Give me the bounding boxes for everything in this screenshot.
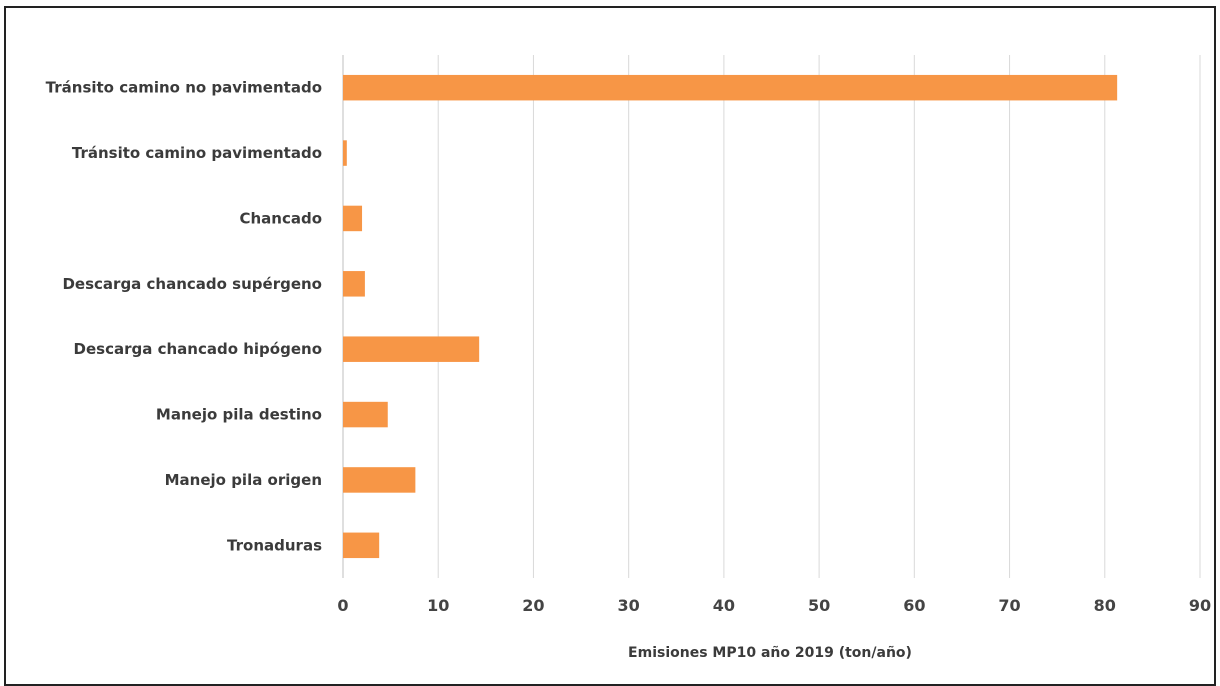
category-label: Chancado xyxy=(239,209,322,227)
x-tick-label: 20 xyxy=(522,596,544,615)
x-tick-label: 60 xyxy=(903,596,925,615)
category-label: Manejo pila destino xyxy=(156,406,322,424)
x-tick-label: 40 xyxy=(713,596,735,615)
x-tick-label: 70 xyxy=(998,596,1020,615)
bar xyxy=(343,532,380,559)
bar xyxy=(343,140,347,166)
bar xyxy=(343,467,416,493)
category-label: Tránsito camino no pavimentado xyxy=(46,79,322,97)
bar xyxy=(343,336,480,362)
x-tick-label: 10 xyxy=(427,596,449,615)
bars xyxy=(343,74,1118,559)
x-tick-label: 0 xyxy=(337,596,348,615)
x-tick-label: 80 xyxy=(1094,596,1116,615)
category-label: Descarga chancado supérgeno xyxy=(62,275,322,293)
bar xyxy=(343,74,1118,101)
bar xyxy=(343,271,365,297)
x-tick-label: 50 xyxy=(808,596,830,615)
bar xyxy=(343,205,363,232)
x-tick-label: 90 xyxy=(1189,596,1211,615)
gridlines xyxy=(342,55,1201,578)
category-labels: Tránsito camino no pavimentado Tránsito c… xyxy=(46,79,322,555)
category-label: Tronaduras xyxy=(227,536,322,554)
bar xyxy=(343,401,388,428)
category-label: Tránsito camino pavimentado xyxy=(72,144,322,162)
tick-labels: 0 10 20 30 40 50 60 70 80 90 xyxy=(337,596,1211,615)
category-label: Manejo pila origen xyxy=(165,471,322,489)
category-label: Descarga chancado hipógeno xyxy=(74,340,322,358)
x-axis-title: Emisiones MP10 año 2019 (ton/año) xyxy=(628,645,912,661)
x-tick-label: 30 xyxy=(618,596,640,615)
chart-frame xyxy=(4,6,1216,686)
